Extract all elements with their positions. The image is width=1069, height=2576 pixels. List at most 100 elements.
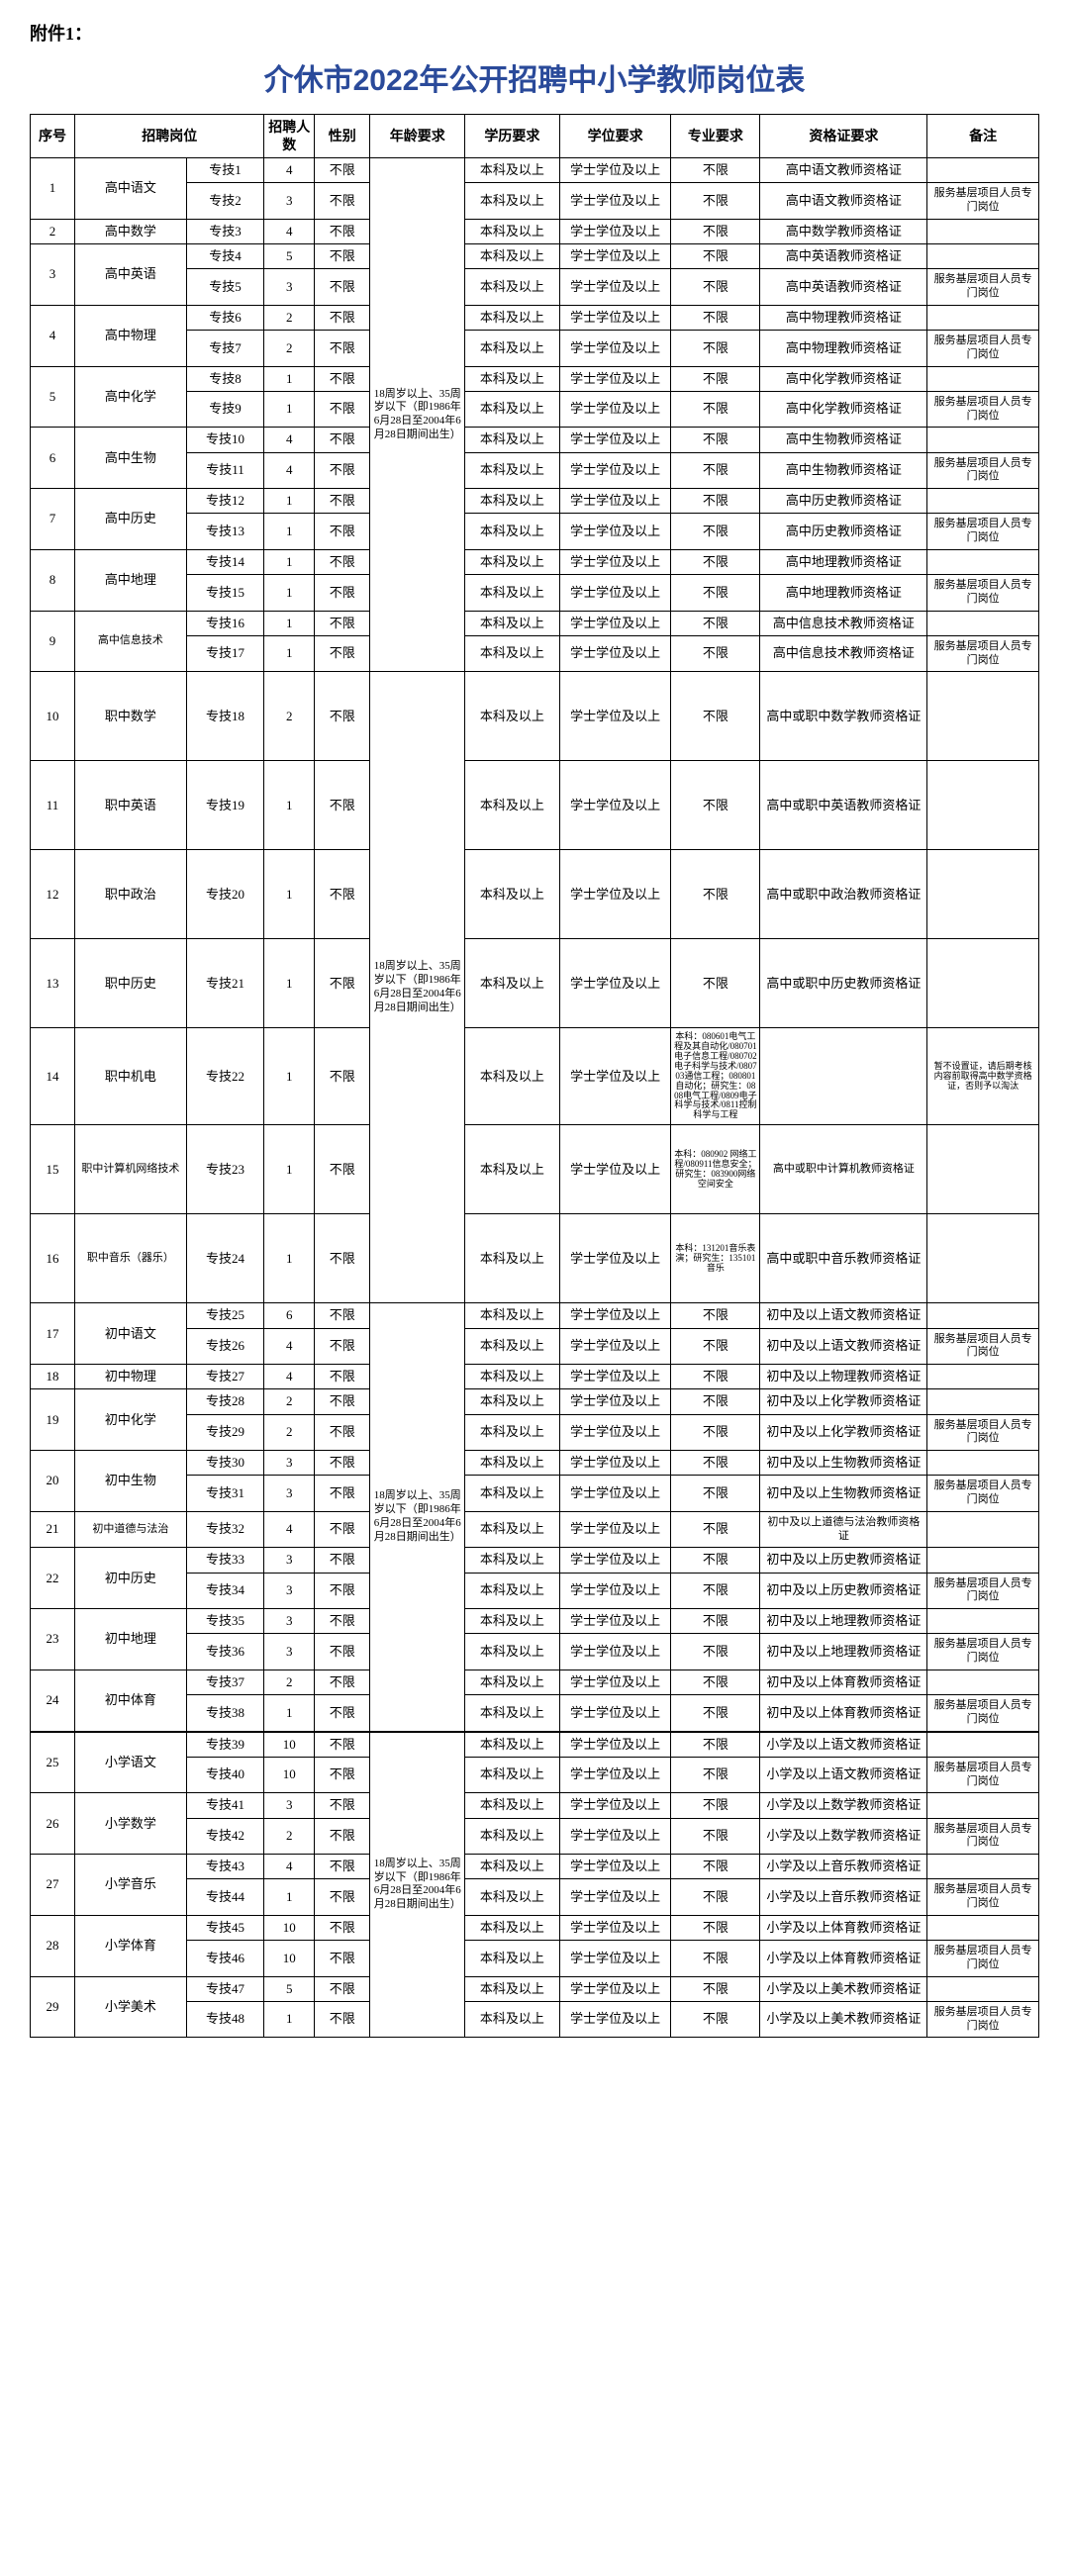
cell-degree: 学士学位及以上	[559, 183, 671, 220]
cell-cert: 小学及以上美术教师资格证	[760, 2001, 927, 2038]
cell-note	[927, 1976, 1039, 2001]
table-row: 10职中数学专技182不限18周岁以上、35周岁以下（即1986年6月28日至2…	[31, 672, 1039, 761]
cell-seq: 22	[31, 1548, 75, 1609]
table-row: 9高中信息技术专技161不限本科及以上学士学位及以上不限高中信息技术教师资格证	[31, 611, 1039, 635]
cell-code: 专技44	[186, 1879, 264, 1916]
cell-code: 专技15	[186, 575, 264, 612]
cell-major: 不限	[671, 269, 760, 306]
cell-edu: 本科及以上	[465, 1818, 560, 1855]
cell-edu: 本科及以上	[465, 1303, 560, 1328]
cell-code: 专技41	[186, 1793, 264, 1818]
cell-major: 不限	[671, 1634, 760, 1670]
cell-degree: 学士学位及以上	[559, 2001, 671, 2038]
cell-code: 专技11	[186, 452, 264, 489]
th-edu: 学历要求	[465, 115, 560, 158]
cell-degree: 学士学位及以上	[559, 850, 671, 939]
cell-count: 3	[264, 1573, 315, 1609]
cell-edu: 本科及以上	[465, 575, 560, 612]
table-row: 7高中历史专技121不限本科及以上学士学位及以上不限高中历史教师资格证	[31, 489, 1039, 514]
cell-code: 专技38	[186, 1695, 264, 1732]
cell-position: 小学语文	[75, 1732, 187, 1793]
cell-code: 专技16	[186, 611, 264, 635]
cell-cert: 小学及以上数学教师资格证	[760, 1793, 927, 1818]
cell-seq: 24	[31, 1670, 75, 1731]
cell-edu: 本科及以上	[465, 1879, 560, 1916]
cell-edu: 本科及以上	[465, 1476, 560, 1512]
cell-count: 1	[264, 575, 315, 612]
cell-count: 4	[264, 1365, 315, 1389]
cell-major: 不限	[671, 1451, 760, 1476]
table-row: 23初中地理专技353不限本科及以上学士学位及以上不限初中及以上地理教师资格证	[31, 1609, 1039, 1634]
cell-count: 5	[264, 244, 315, 269]
cell-count: 4	[264, 1855, 315, 1879]
cell-edu: 本科及以上	[465, 514, 560, 550]
cell-major: 不限	[671, 489, 760, 514]
cell-major: 不限	[671, 611, 760, 635]
cell-degree: 学士学位及以上	[559, 611, 671, 635]
cell-degree: 学士学位及以上	[559, 1818, 671, 1855]
attachment-label: 附件1：	[30, 20, 1039, 46]
cell-sex: 不限	[315, 1855, 370, 1879]
cell-major: 不限	[671, 183, 760, 220]
cell-code: 专技3	[186, 219, 264, 243]
cell-cert: 高中或职中政治教师资格证	[760, 850, 927, 939]
table-row: 4高中物理专技62不限本科及以上学士学位及以上不限高中物理教师资格证	[31, 305, 1039, 330]
cell-degree: 学士学位及以上	[559, 391, 671, 428]
cell-cert: 小学及以上语文教师资格证	[760, 1757, 927, 1793]
cell-edu: 本科及以上	[465, 1365, 560, 1389]
cell-position: 高中历史	[75, 489, 187, 550]
cell-code: 专技2	[186, 183, 264, 220]
cell-count: 3	[264, 1548, 315, 1573]
cell-note	[927, 305, 1039, 330]
cell-degree: 学士学位及以上	[559, 158, 671, 183]
cell-cert: 高中或职中音乐教师资格证	[760, 1214, 927, 1303]
cell-note	[927, 489, 1039, 514]
cell-cert: 初中及以上生物教师资格证	[760, 1476, 927, 1512]
table-row: 24初中体育专技372不限本科及以上学士学位及以上不限初中及以上体育教师资格证	[31, 1670, 1039, 1694]
cell-edu: 本科及以上	[465, 366, 560, 391]
table-row: 25小学语文专技3910不限18周岁以上、35周岁以下（即1986年6月28日至…	[31, 1732, 1039, 1758]
cell-degree: 学士学位及以上	[559, 305, 671, 330]
table-row: 3高中英语专技45不限本科及以上学士学位及以上不限高中英语教师资格证	[31, 244, 1039, 269]
cell-sex: 不限	[315, 575, 370, 612]
cell-position: 初中语文	[75, 1303, 187, 1365]
cell-degree: 学士学位及以上	[559, 1548, 671, 1573]
cell-degree: 学士学位及以上	[559, 1695, 671, 1732]
cell-seq: 26	[31, 1793, 75, 1855]
cell-edu: 本科及以上	[465, 1855, 560, 1879]
cell-position: 初中地理	[75, 1609, 187, 1670]
cell-note: 服务基层项目人员专门岗位	[927, 575, 1039, 612]
cell-code: 专技27	[186, 1365, 264, 1389]
cell-note: 服务基层项目人员专门岗位	[927, 1573, 1039, 1609]
cell-code: 专技10	[186, 428, 264, 452]
cell-degree: 学士学位及以上	[559, 1214, 671, 1303]
cell-code: 专技20	[186, 850, 264, 939]
cell-count: 10	[264, 1757, 315, 1793]
cell-note: 服务基层项目人员专门岗位	[927, 269, 1039, 306]
table-row: 26小学数学专技413不限本科及以上学士学位及以上不限小学及以上数学教师资格证	[31, 1793, 1039, 1818]
cell-count: 4	[264, 428, 315, 452]
cell-code: 专技47	[186, 1976, 264, 2001]
cell-degree: 学士学位及以上	[559, 1757, 671, 1793]
cell-position: 小学数学	[75, 1793, 187, 1855]
cell-count: 1	[264, 761, 315, 850]
table-row: 8高中地理专技141不限本科及以上学士学位及以上不限高中地理教师资格证	[31, 549, 1039, 574]
table-row: 20初中生物专技303不限本科及以上学士学位及以上不限初中及以上生物教师资格证	[31, 1451, 1039, 1476]
cell-major: 不限	[671, 158, 760, 183]
table-row: 11职中英语专技191不限本科及以上学士学位及以上不限高中或职中英语教师资格证	[31, 761, 1039, 850]
cell-code: 专技31	[186, 1476, 264, 1512]
cell-major: 不限	[671, 549, 760, 574]
cell-cert: 初中及以上地理教师资格证	[760, 1634, 927, 1670]
cell-edu: 本科及以上	[465, 158, 560, 183]
cell-sex: 不限	[315, 1915, 370, 1940]
cell-position: 高中语文	[75, 158, 187, 220]
cell-cert: 高中信息技术教师资格证	[760, 611, 927, 635]
cell-edu: 本科及以上	[465, 1670, 560, 1694]
cell-edu: 本科及以上	[465, 850, 560, 939]
table-row: 6高中生物专技104不限本科及以上学士学位及以上不限高中生物教师资格证	[31, 428, 1039, 452]
cell-sex: 不限	[315, 1976, 370, 2001]
cell-cert	[760, 1028, 927, 1125]
cell-note	[927, 1451, 1039, 1476]
cell-note: 服务基层项目人员专门岗位	[927, 1328, 1039, 1365]
cell-cert: 小学及以上音乐教师资格证	[760, 1855, 927, 1879]
